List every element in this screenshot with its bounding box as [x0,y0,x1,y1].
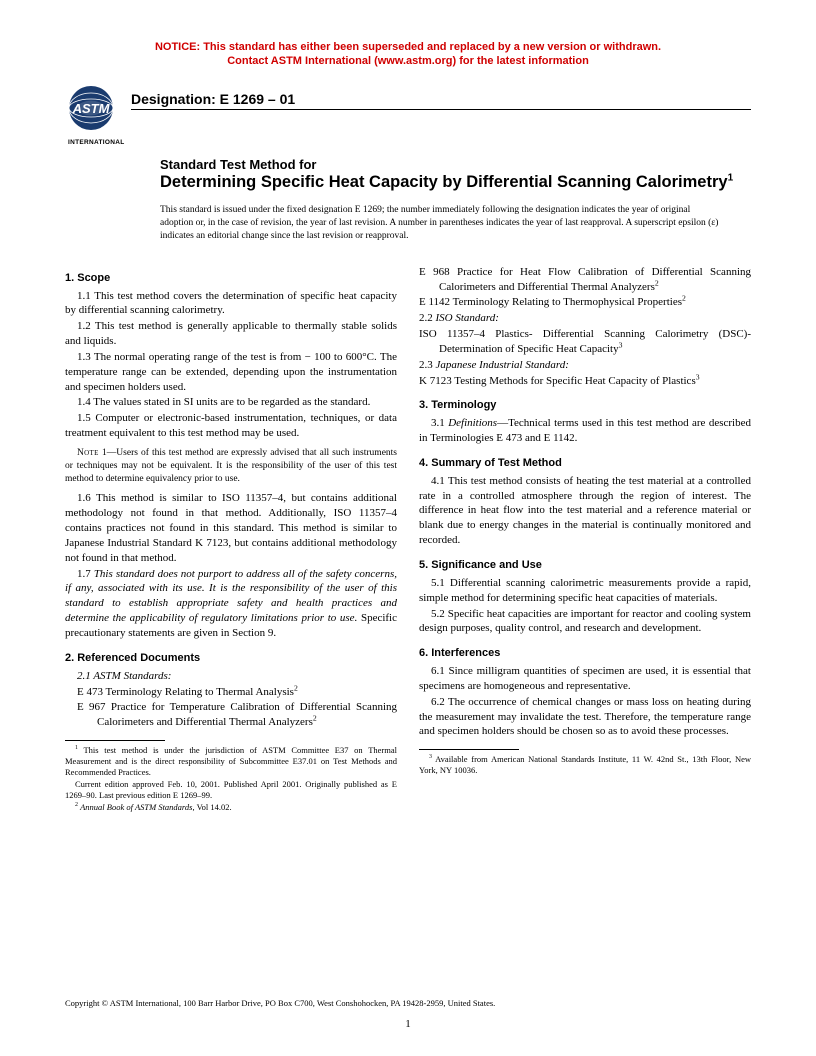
ref-e1142-fn: 2 [682,294,686,303]
left-column: 1. Scope 1.1 This test method covers the… [65,265,397,815]
ref-iso-fn: 3 [619,340,623,349]
para-1-6: 1.6 This method is similar to ISO 11357–… [65,491,397,565]
para-2-3: 2.3 Japanese Industrial Standard: [419,358,751,373]
section-4-heading: 4. Summary of Test Method [419,456,751,471]
ref-e968-text: E 968 Practice for Heat Flow Calibration… [419,266,751,293]
section-2-heading: 2. Referenced Documents [65,651,397,666]
issuance-note: This standard is issued under the fixed … [160,204,721,242]
footnote-1-a: This test method is under the jurisdicti… [65,745,397,777]
section-6-heading: 6. Interferences [419,646,751,661]
footnotes-right: 3 Available from American National Stand… [419,754,751,776]
designation: Designation: E 1269 – 01 [131,91,751,107]
ref-e473-fn: 2 [294,683,298,692]
ref-e1142-text: E 1142 Terminology Relating to Thermophy… [419,296,682,308]
para-3-1-num: 3.1 [431,417,448,429]
logo-international-label: INTERNATIONAL [68,139,117,146]
ref-e967-fn: 2 [313,714,317,723]
notice-banner: NOTICE: This standard has either been su… [65,40,751,69]
ref-k7123-fn: 3 [696,372,700,381]
ref-e967-text: E 967 Practice for Temperature Calibrati… [77,701,397,728]
para-3-1: 3.1 Definitions—Technical terms used in … [419,416,751,446]
document-page: NOTICE: This standard has either been su… [0,0,816,1056]
page-number: 1 [0,1018,816,1030]
astm-logo: ASTM INTERNATIONAL [65,85,117,137]
ref-e1142: E 1142 Terminology Relating to Thermophy… [419,295,751,310]
copyright-line: Copyright © ASTM International, 100 Barr… [65,998,751,1008]
note-label: Note [77,448,102,458]
footnote-rule-right [419,749,519,750]
para-1-2: 1.2 This test method is generally applic… [65,319,397,349]
para-1-7-italic: This standard does not purport to addres… [65,568,397,625]
para-1-3: 1.3 The normal operating range of the te… [65,350,397,395]
title-footnote-marker: 1 [728,172,734,183]
note-1: Note 1—Users of this test method are exp… [65,447,397,485]
ref-iso: ISO 11357–4 Plastics- Differential Scann… [419,327,751,357]
ref-e967: E 967 Practice for Temperature Calibrati… [77,700,397,730]
ref-iso-text: ISO 11357–4 Plastics- Differential Scann… [419,328,751,355]
ref-k7123-text: K 7123 Testing Methods for Specific Heat… [419,375,696,387]
right-column: E 968 Practice for Heat Flow Calibration… [419,265,751,815]
ref-e968: E 968 Practice for Heat Flow Calibration… [419,265,751,295]
note-1-text: 1—Users of this test method are expressl… [65,448,397,484]
ref-k7123: K 7123 Testing Methods for Specific Heat… [419,374,751,389]
footnote-3-text: Available from American National Standar… [419,754,751,775]
para-6-2: 6.2 The occurrence of chemical changes o… [419,695,751,740]
para-4-1: 4.1 This test method consists of heating… [419,474,751,548]
title-main: Determining Specific Heat Capacity by Di… [160,172,751,193]
section-5-heading: 5. Significance and Use [419,558,751,573]
para-2-1: 2.1 ASTM Standards: [65,669,397,684]
title-main-text: Determining Specific Heat Capacity by Di… [160,173,728,191]
content-columns: 1. Scope 1.1 This test method covers the… [65,265,751,815]
para-1-7-num: 1.7 [77,568,94,580]
para-1-7: 1.7 This standard does not purport to ad… [65,567,397,641]
notice-line2: Contact ASTM International (www.astm.org… [227,55,589,67]
footnote-2-tail: , Vol 14.02. [192,802,231,812]
footnote-2: 2 Annual Book of ASTM Standards, Vol 14.… [65,802,397,813]
footnote-2-ital: Annual Book of ASTM Standards [80,802,192,812]
section-3-heading: 3. Terminology [419,398,751,413]
section-1-heading: 1. Scope [65,271,397,286]
title-block: Standard Test Method for Determining Spe… [160,157,751,193]
para-3-1-ital: Definitions [448,417,497,429]
footnote-1: 1 This test method is under the jurisdic… [65,745,397,778]
para-5-2: 5.2 Specific heat capacities are importa… [419,607,751,637]
footnote-1-b: Current edition approved Feb. 10, 2001. … [65,779,397,801]
para-1-4: 1.4 The values stated in SI units are to… [65,395,397,410]
para-6-1: 6.1 Since milligram quantities of specim… [419,664,751,694]
footnote-3: 3 Available from American National Stand… [419,754,751,776]
para-1-1: 1.1 This test method covers the determin… [65,289,397,319]
designation-rule [131,109,751,110]
ref-e968-fn: 2 [655,278,659,287]
svg-text:ASTM: ASTM [72,101,111,116]
title-prefix: Standard Test Method for [160,157,751,172]
para-2-2: 2.2 ISO Standard: [419,311,751,326]
ref-e473: E 473 Terminology Relating to Thermal An… [77,685,397,700]
footnotes-left: 1 This test method is under the jurisdic… [65,745,397,813]
notice-line1: NOTICE: This standard has either been su… [155,41,661,53]
para-5-1: 5.1 Differential scanning calorimetric m… [419,576,751,606]
ref-e473-text: E 473 Terminology Relating to Thermal An… [77,686,294,698]
footnote-rule-left [65,740,165,741]
para-1-5: 1.5 Computer or electronic-based instrum… [65,411,397,441]
header-row: ASTM INTERNATIONAL Designation: E 1269 –… [65,85,751,137]
